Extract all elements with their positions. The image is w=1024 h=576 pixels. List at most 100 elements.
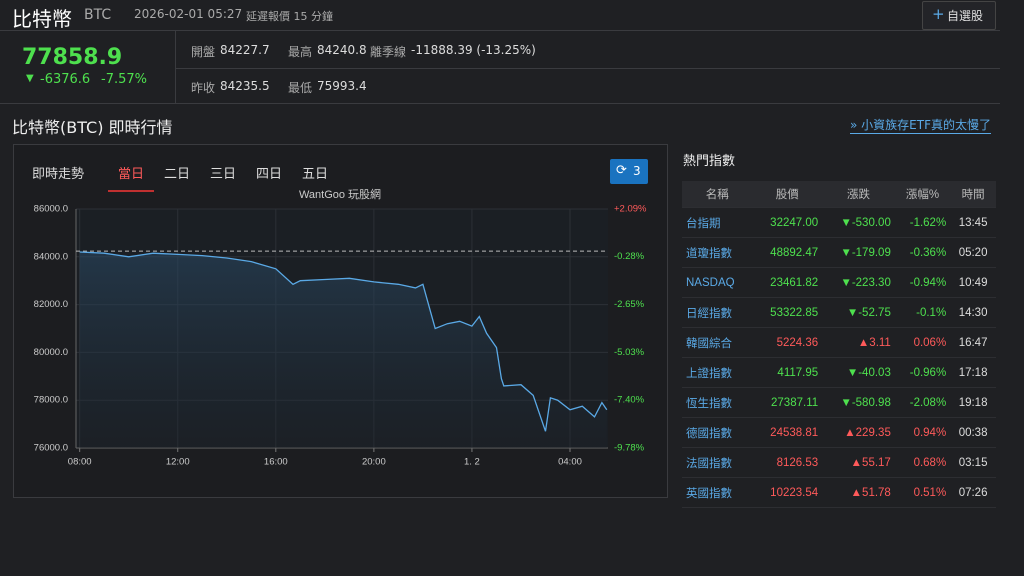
index-row: 上證指數 4117.95 ▼-40.03 -0.96% 17:18 xyxy=(682,357,996,388)
index-change: ▼-40.03 xyxy=(822,357,895,388)
column-header: 漲幅% xyxy=(894,181,951,208)
index-name[interactable]: 上證指數 xyxy=(682,357,753,388)
asset-symbol: BTC xyxy=(84,7,112,23)
index-change-pct: 0.51% xyxy=(894,477,951,508)
index-price: 23461.82 xyxy=(752,267,823,298)
index-name[interactable]: 恆生指數 xyxy=(682,387,753,418)
index-change: ▲55.17 xyxy=(822,447,895,478)
index-row: 台指期 32247.00 ▼-530.00 -1.62% 13:45 xyxy=(682,207,996,238)
index-time: 10:49 xyxy=(950,267,996,298)
tab[interactable]: 二日 xyxy=(163,167,190,182)
index-row: 韓國綜合 5224.36 ▲3.11 0.06% 16:47 xyxy=(682,327,996,358)
index-price: 27387.11 xyxy=(752,387,823,418)
column-header: 時間 xyxy=(950,181,996,208)
index-name[interactable]: 韓國綜合 xyxy=(682,327,753,358)
index-name[interactable]: 法國指數 xyxy=(682,447,753,478)
index-change: ▲3.11 xyxy=(822,327,895,358)
divider xyxy=(175,31,176,103)
index-row: 道瓊指數 48892.47 ▼-179.09 -0.36% 05:20 xyxy=(682,237,996,268)
delay-note: 延遲報價 15 分鐘 xyxy=(246,10,333,23)
index-row: 德國指數 24538.81 ▲229.35 0.94% 00:38 xyxy=(682,417,996,448)
index-price: 53322.85 xyxy=(752,297,823,328)
tab[interactable]: 三日 xyxy=(209,167,236,182)
y-tick-label: 86000.0 xyxy=(34,204,68,215)
quote-time: 2026-02-01 05:27 xyxy=(134,7,243,21)
area-fill xyxy=(79,252,607,448)
column-header: 股價 xyxy=(752,181,823,208)
price: 77858.9 xyxy=(22,45,123,70)
index-name[interactable]: 德國指數 xyxy=(682,417,753,448)
index-change-pct: 0.06% xyxy=(894,327,951,358)
y2-tick-label: -7.40% xyxy=(614,395,645,406)
x-tick-label: 04:00 xyxy=(558,457,582,468)
stat-label: 昨收 xyxy=(191,81,216,95)
index-change-pct: -2.08% xyxy=(894,387,951,418)
tab[interactable]: 五日 xyxy=(301,167,328,182)
y2-tick-label: -9.78% xyxy=(614,443,645,454)
index-time: 03:15 xyxy=(950,447,996,478)
watchlist-button[interactable]: + 自選股 xyxy=(922,1,996,30)
chart-panel-title: 即時走勢 xyxy=(32,167,85,182)
index-change: ▲229.35 xyxy=(822,417,895,448)
index-row: 英國指數 10223.54 ▲51.78 0.51% 07:26 xyxy=(682,477,996,508)
index-price: 10223.54 xyxy=(752,477,823,508)
index-name[interactable]: 英國指數 xyxy=(682,477,753,508)
index-name[interactable]: 日經指數 xyxy=(682,297,753,328)
section-title: 比特幣(BTC) 即時行情 xyxy=(12,118,173,137)
index-time: 14:30 xyxy=(950,297,996,328)
index-time: 00:38 xyxy=(950,417,996,448)
index-row: 日經指數 53322.85 ▼-52.75 -0.1% 14:30 xyxy=(682,297,996,328)
index-time: 05:20 xyxy=(950,237,996,268)
price-line xyxy=(79,251,608,432)
index-time: 16:47 xyxy=(950,327,996,358)
index-change-pct: -0.36% xyxy=(894,237,951,268)
index-time: 17:18 xyxy=(950,357,996,388)
chart-title: WantGoo 玩股網 xyxy=(299,187,381,201)
stat-value: 84240.8 xyxy=(317,43,367,57)
index-change: ▲51.78 xyxy=(822,477,895,508)
y2-tick-label: -0.28% xyxy=(614,251,645,262)
y2-tick-label: -5.03% xyxy=(614,347,645,358)
refresh-button[interactable]: ⟳ 3 xyxy=(610,159,648,184)
tab[interactable]: 當日 xyxy=(108,163,154,192)
column-header: 名稱 xyxy=(682,181,753,208)
stat-label: 開盤 xyxy=(191,45,216,59)
hot-title: 熱門指數 xyxy=(683,154,736,169)
down-icon: ▼ xyxy=(26,73,34,84)
price-change: -6376.6 xyxy=(40,72,91,87)
index-row: 恆生指數 27387.11 ▼-580.98 -2.08% 19:18 xyxy=(682,387,996,418)
index-change-pct: -0.94% xyxy=(894,267,951,298)
index-name[interactable]: 台指期 xyxy=(682,207,753,238)
index-price: 4117.95 xyxy=(752,357,823,388)
hot-table: 名稱 股價 漲跌 漲幅% 時間 台指期 32247.00 ▼-530.00 -1.62% 13:4… xyxy=(682,181,996,508)
plus-icon: + xyxy=(932,5,945,23)
index-name[interactable]: NASDAQ xyxy=(682,267,753,298)
stat-label: 離季線 xyxy=(370,45,407,59)
y-tick-label: 84000.0 xyxy=(34,251,68,262)
index-change-pct: -1.62% xyxy=(894,207,951,238)
index-price: 5224.36 xyxy=(752,327,823,358)
index-change: ▼-530.00 xyxy=(822,207,895,238)
index-change-pct: -0.1% xyxy=(894,297,951,328)
x-tick-label: 16:00 xyxy=(264,457,288,468)
y2-tick-label: +2.09% xyxy=(614,204,647,215)
index-change: ▼-580.98 xyxy=(822,387,895,418)
y-tick-label: 76000.0 xyxy=(34,443,68,454)
y-tick-label: 80000.0 xyxy=(34,347,68,358)
asset-title: 比特幣 xyxy=(12,7,72,31)
column-header: 漲跌 xyxy=(822,181,895,208)
stat-value: 75993.4 xyxy=(317,79,367,93)
tab[interactable]: 四日 xyxy=(255,167,282,182)
chart: WantGoo 玩股網 76000.0 78000.0 80000.0 82000.0… xyxy=(34,187,647,468)
y-tick-label: 78000.0 xyxy=(34,395,68,406)
refresh-icon: ⟳ xyxy=(616,163,627,178)
stat-value: -11888.39 (-13.25%) xyxy=(411,43,536,57)
index-price: 24538.81 xyxy=(752,417,823,448)
promo-link[interactable]: » 小資族存ETF真的太慢了 xyxy=(850,118,991,134)
index-change: ▼-223.30 xyxy=(822,267,895,298)
index-name[interactable]: 道瓊指數 xyxy=(682,237,753,268)
x-tick-label: 20:00 xyxy=(362,457,386,468)
x-tick-label: 12:00 xyxy=(166,457,190,468)
index-price: 8126.53 xyxy=(752,447,823,478)
index-row: NASDAQ 23461.82 ▼-223.30 -0.94% 10:49 xyxy=(682,267,996,298)
